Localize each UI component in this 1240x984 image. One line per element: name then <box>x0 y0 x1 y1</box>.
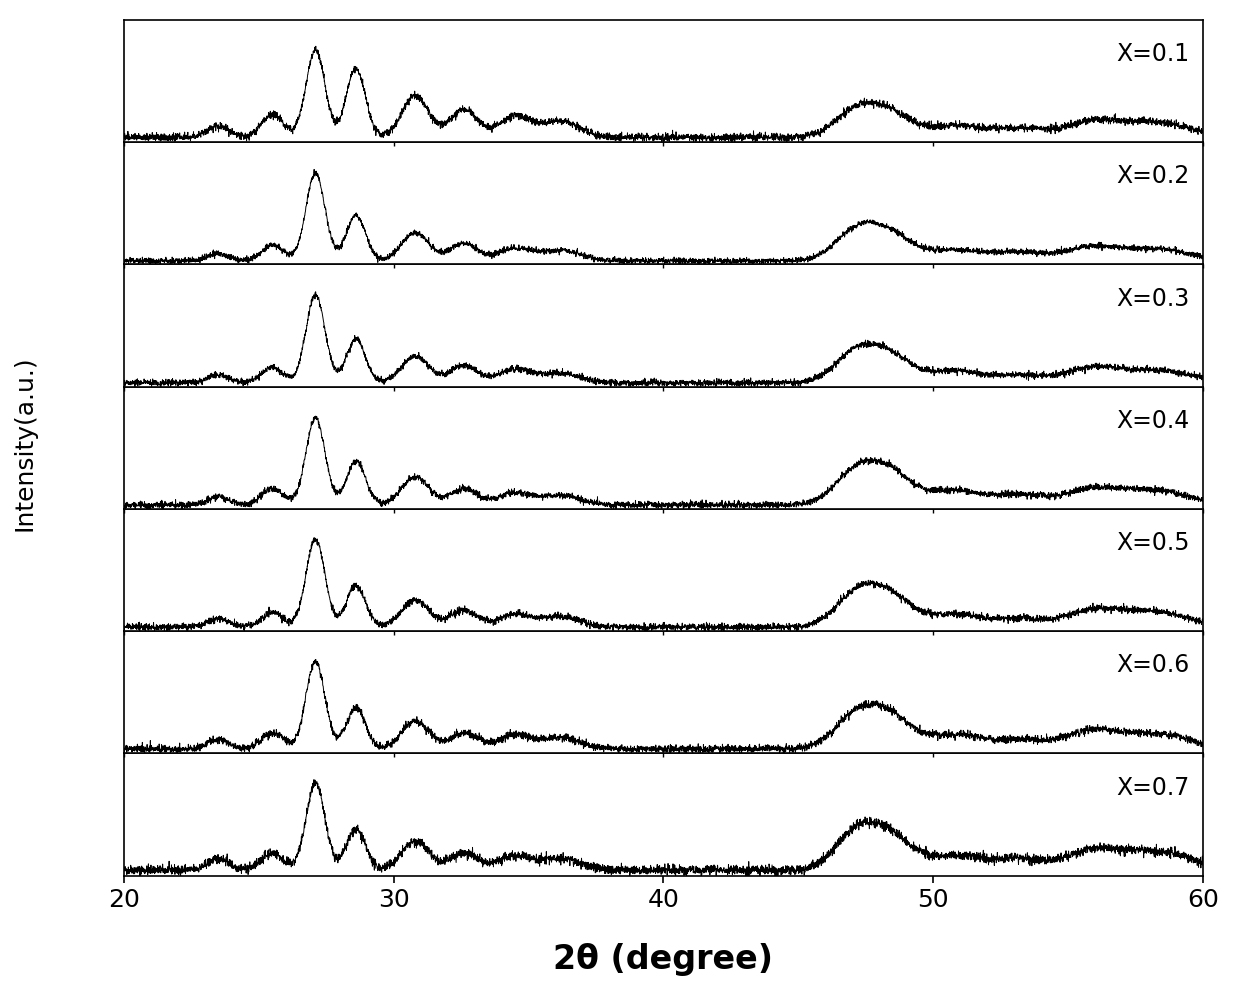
Text: X=0.6: X=0.6 <box>1116 653 1189 677</box>
Text: X=0.2: X=0.2 <box>1116 164 1189 188</box>
Text: Intensity(a.u.): Intensity(a.u.) <box>12 355 37 530</box>
Text: X=0.1: X=0.1 <box>1116 42 1189 66</box>
Text: X=0.7: X=0.7 <box>1116 775 1189 800</box>
Text: X=0.3: X=0.3 <box>1116 286 1189 311</box>
Text: X=0.4: X=0.4 <box>1116 408 1189 433</box>
Text: X=0.5: X=0.5 <box>1116 531 1190 555</box>
Text: 2θ (degree): 2θ (degree) <box>553 943 774 976</box>
